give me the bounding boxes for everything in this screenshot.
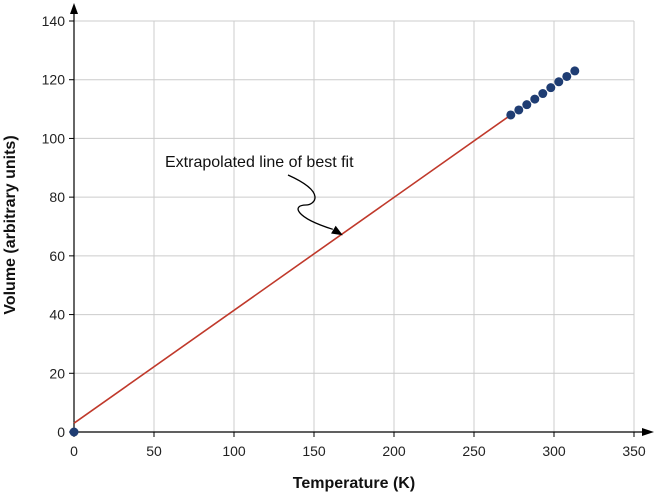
x-tick-label: 250 bbox=[462, 443, 486, 459]
y-tick-label: 120 bbox=[42, 72, 66, 88]
data-point bbox=[69, 427, 79, 437]
x-tick-label: 350 bbox=[622, 443, 646, 459]
y-tick-label: 40 bbox=[49, 307, 65, 323]
y-tick-label: 100 bbox=[42, 130, 66, 146]
data-point bbox=[546, 83, 556, 93]
data-point bbox=[562, 71, 572, 81]
annotation: Extrapolated line of best fit bbox=[165, 154, 354, 236]
y-tick-label: 20 bbox=[49, 365, 65, 381]
x-tick-label: 300 bbox=[542, 443, 566, 459]
tick-labels: 0 50 100 150 200 250 300 350 0 20 40 60 80 100 120 140 bbox=[42, 13, 646, 459]
x-tick-label: 50 bbox=[146, 443, 162, 459]
data-point bbox=[530, 94, 540, 104]
y-tick-label: 0 bbox=[57, 424, 65, 440]
data-point bbox=[538, 89, 548, 99]
data-point bbox=[554, 77, 564, 87]
data-points bbox=[69, 66, 580, 437]
data-point bbox=[506, 110, 516, 120]
y-tick-label: 60 bbox=[49, 248, 65, 264]
y-axis-arrowhead bbox=[70, 3, 78, 14]
x-axis-title: Temperature (K) bbox=[293, 475, 415, 492]
x-tick-label: 100 bbox=[222, 443, 246, 459]
x-tick-label: 150 bbox=[302, 443, 326, 459]
data-point bbox=[514, 105, 524, 115]
y-tick-label: 80 bbox=[49, 189, 65, 205]
annotation-label: Extrapolated line of best fit bbox=[165, 154, 354, 171]
x-tick-label: 200 bbox=[382, 443, 406, 459]
annotation-arrow bbox=[287, 174, 333, 230]
y-axis-title: Volume (arbitrary units) bbox=[2, 135, 19, 314]
x-tick-label: 0 bbox=[70, 443, 78, 459]
best-fit-line bbox=[73, 114, 512, 424]
x-axis-arrowhead bbox=[642, 428, 654, 436]
data-point bbox=[570, 66, 580, 76]
annotation-arrowhead bbox=[331, 225, 343, 236]
data-point bbox=[522, 100, 532, 110]
y-tick-label: 140 bbox=[42, 13, 66, 29]
